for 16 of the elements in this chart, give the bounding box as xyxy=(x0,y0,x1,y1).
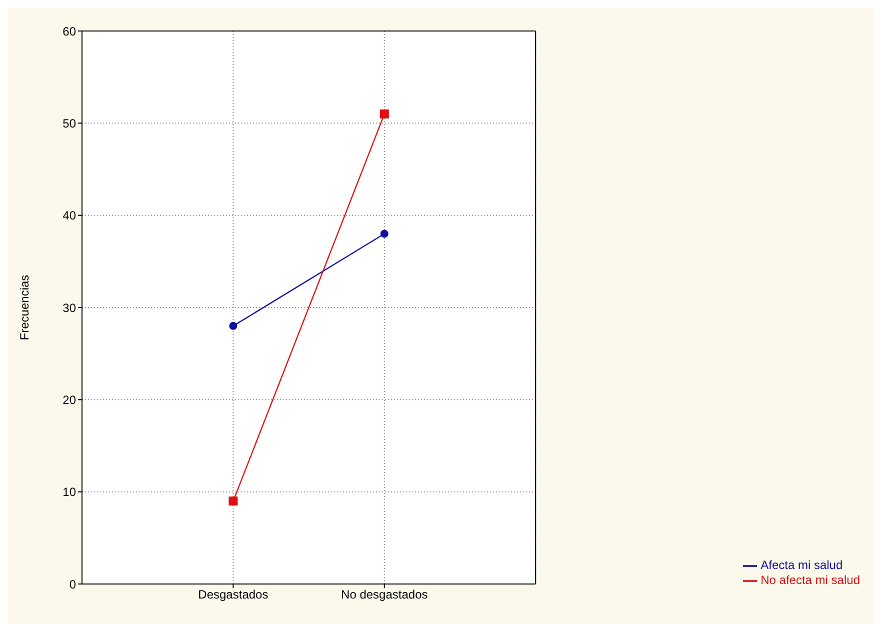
x-tick-label: Desgastados xyxy=(198,588,268,602)
legend-label: No afecta mi salud xyxy=(760,573,860,588)
x-tick-label: No desgastados xyxy=(341,588,428,602)
point xyxy=(380,109,389,118)
point xyxy=(229,322,238,330)
y-tick-label: 20 xyxy=(62,392,76,407)
y-tick-label: 50 xyxy=(62,116,76,130)
y-tick-label: 0 xyxy=(69,577,76,592)
point xyxy=(228,496,238,506)
point xyxy=(380,230,388,238)
y-tick-label: 10 xyxy=(62,485,76,500)
legend-label: Afecta mi salud xyxy=(760,558,843,572)
y-tick-label: 30 xyxy=(62,300,76,315)
y-axis-title: Frecuencias xyxy=(17,274,32,340)
y-tick-label: 60 xyxy=(62,24,76,38)
y-tick-label: 40 xyxy=(62,208,76,223)
